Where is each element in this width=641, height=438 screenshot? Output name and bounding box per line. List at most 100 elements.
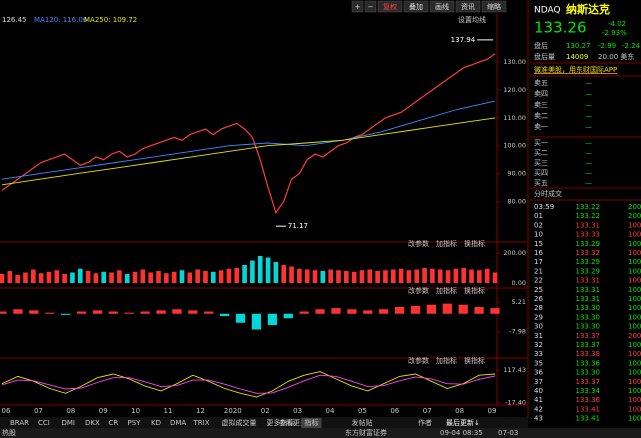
bar: [398, 268, 404, 283]
tab[interactable]: 指标: [305, 418, 319, 427]
bar: [289, 266, 294, 283]
bar: [328, 269, 333, 283]
y-tick-label: -17.40: [505, 398, 526, 406]
trade-time: 42: [534, 405, 543, 413]
toolbar-label[interactable]: 复权: [383, 2, 397, 11]
toolbar-button[interactable]: [351, 0, 364, 13]
trade-price: 133.22: [576, 212, 601, 220]
toolbar-label[interactable]: 叠加: [409, 2, 423, 11]
panel-tool[interactable]: 换指标: [464, 286, 485, 295]
tab[interactable]: BRAR: [10, 419, 29, 427]
toolbar-label[interactable]: 缩略: [487, 2, 501, 11]
bar: [195, 269, 200, 283]
ma-setting[interactable]: 设置均线: [458, 15, 486, 24]
bar: [461, 268, 467, 283]
trade-volume: 100: [628, 415, 641, 423]
bar: [430, 268, 435, 283]
after-time: 20:00 美东: [598, 52, 634, 61]
hot[interactable]: 热股: [2, 428, 16, 437]
tab[interactable]: 虚拟成交量: [222, 418, 257, 427]
change: -4.02: [608, 20, 626, 28]
toolbar-button[interactable]: [377, 0, 403, 13]
tab[interactable]: TRIX: [193, 419, 210, 427]
date: 07-03: [498, 429, 518, 437]
bar: [54, 270, 60, 283]
trade-price: 133.31: [576, 286, 601, 294]
toolbar-label[interactable]: +: [355, 3, 361, 11]
toolbar-button[interactable]: [481, 0, 507, 13]
bar: [474, 307, 484, 314]
toolbar-label[interactable]: 画线: [435, 2, 449, 11]
tab[interactable]: CR: [109, 419, 119, 427]
after-vol: 14009: [566, 53, 588, 61]
bar: [0, 311, 7, 314]
updated[interactable]: 最后更新↓: [446, 418, 480, 427]
stock-name: 纳斯达克: [566, 2, 610, 16]
ask-empty: —: [585, 101, 592, 109]
bar: [406, 270, 412, 283]
trade-time: 26: [534, 295, 543, 303]
panel-tool[interactable]: 换指标: [464, 239, 485, 248]
panel-tool[interactable]: 改参数: [408, 239, 429, 248]
x-tick-label: 02: [261, 407, 270, 415]
bar: [38, 273, 44, 283]
bar: [164, 273, 169, 283]
toolbar-button[interactable]: [429, 0, 455, 13]
x-tick-label: 10: [131, 407, 140, 415]
bar: [218, 270, 224, 283]
bid-label: 买二: [534, 149, 548, 157]
tab[interactable]: DMI: [62, 419, 76, 427]
trade-price: 133.37: [576, 332, 601, 340]
trade-volume: 100: [628, 387, 641, 395]
toolbar-button[interactable]: [364, 0, 377, 13]
panel-tool[interactable]: 加指标: [436, 286, 457, 295]
bar: [453, 268, 459, 283]
series-line: [1, 100, 496, 180]
bar: [92, 310, 103, 314]
promo[interactable]: 微准美股，用东财国际APP: [534, 65, 617, 74]
bar: [347, 309, 357, 314]
bar: [490, 308, 500, 314]
series-line: [1, 374, 496, 394]
tab[interactable]: DKX: [85, 419, 100, 427]
panel-tool[interactable]: 加指标: [436, 356, 457, 365]
toolbar-button[interactable]: [455, 0, 481, 13]
more-posts[interactable]: 查看更多帖子: [279, 418, 321, 427]
ask-empty: —: [585, 90, 592, 98]
ma-value: 126.45: [2, 16, 27, 24]
panel-tool[interactable]: 改参数: [408, 286, 429, 295]
bar: [140, 269, 146, 283]
change-pct: -2.93%: [602, 29, 627, 37]
after-price: 130.27: [566, 42, 591, 50]
toolbar-label[interactable]: −: [368, 3, 374, 11]
trade-time: 37: [534, 378, 543, 386]
series-line: [1, 371, 496, 398]
trade-volume: 100: [628, 240, 641, 248]
post-button[interactable]: 发帖贴: [352, 418, 373, 427]
trade-time: 17: [534, 258, 543, 266]
y-tick-label: 90.00: [507, 170, 526, 178]
x-tick-label: 09: [99, 407, 108, 415]
toolbar-button[interactable]: [403, 0, 429, 13]
trade-price: 133.29: [576, 258, 601, 266]
trade-price: 133.37: [576, 378, 601, 386]
trade-price: 133.38: [576, 350, 601, 358]
trade-time: 22: [534, 277, 543, 285]
bar: [156, 271, 161, 283]
bar: [458, 304, 468, 314]
panel-tool[interactable]: 改参数: [408, 356, 429, 365]
bar: [469, 269, 474, 283]
bar: [235, 313, 246, 323]
bar: [77, 268, 83, 283]
tab[interactable]: 更多指标: [267, 418, 295, 427]
tab[interactable]: PSY: [128, 419, 142, 427]
y-tick-label: 130.00: [503, 58, 526, 66]
tab[interactable]: CCI: [38, 419, 50, 427]
panel-tool[interactable]: 换指标: [464, 356, 485, 365]
tab[interactable]: DMA: [170, 419, 186, 427]
toolbar-label[interactable]: 资讯: [461, 2, 475, 11]
bar: [23, 272, 28, 283]
y-tick-label: 120.00: [503, 86, 526, 94]
tab[interactable]: KD: [151, 419, 161, 427]
panel-tool[interactable]: 加指标: [436, 239, 457, 248]
